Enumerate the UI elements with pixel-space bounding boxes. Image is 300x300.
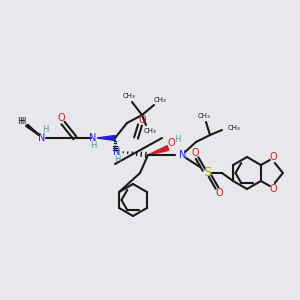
Text: H: H xyxy=(17,116,23,125)
Polygon shape xyxy=(148,146,169,155)
Text: N: N xyxy=(113,147,121,157)
Text: CH₃: CH₃ xyxy=(228,125,241,131)
Text: CH₃: CH₃ xyxy=(154,97,166,103)
Text: CH₃: CH₃ xyxy=(144,128,156,134)
Text: H: H xyxy=(19,118,25,127)
Text: H: H xyxy=(90,142,96,151)
Text: O: O xyxy=(57,113,65,123)
Text: O: O xyxy=(167,138,175,148)
Text: H: H xyxy=(174,134,180,143)
Text: CH₃: CH₃ xyxy=(123,93,135,99)
Polygon shape xyxy=(97,136,115,140)
Text: O: O xyxy=(191,148,199,158)
Text: S: S xyxy=(203,167,211,179)
Text: O: O xyxy=(138,115,146,125)
Text: N: N xyxy=(38,133,46,143)
Text: CH₃: CH₃ xyxy=(198,113,210,119)
Text: O: O xyxy=(215,188,223,198)
Text: N: N xyxy=(89,133,97,143)
Text: H: H xyxy=(42,125,48,134)
Text: O: O xyxy=(269,152,277,162)
Text: N: N xyxy=(179,150,187,160)
Text: O: O xyxy=(269,184,277,194)
Text: H: H xyxy=(114,155,120,164)
